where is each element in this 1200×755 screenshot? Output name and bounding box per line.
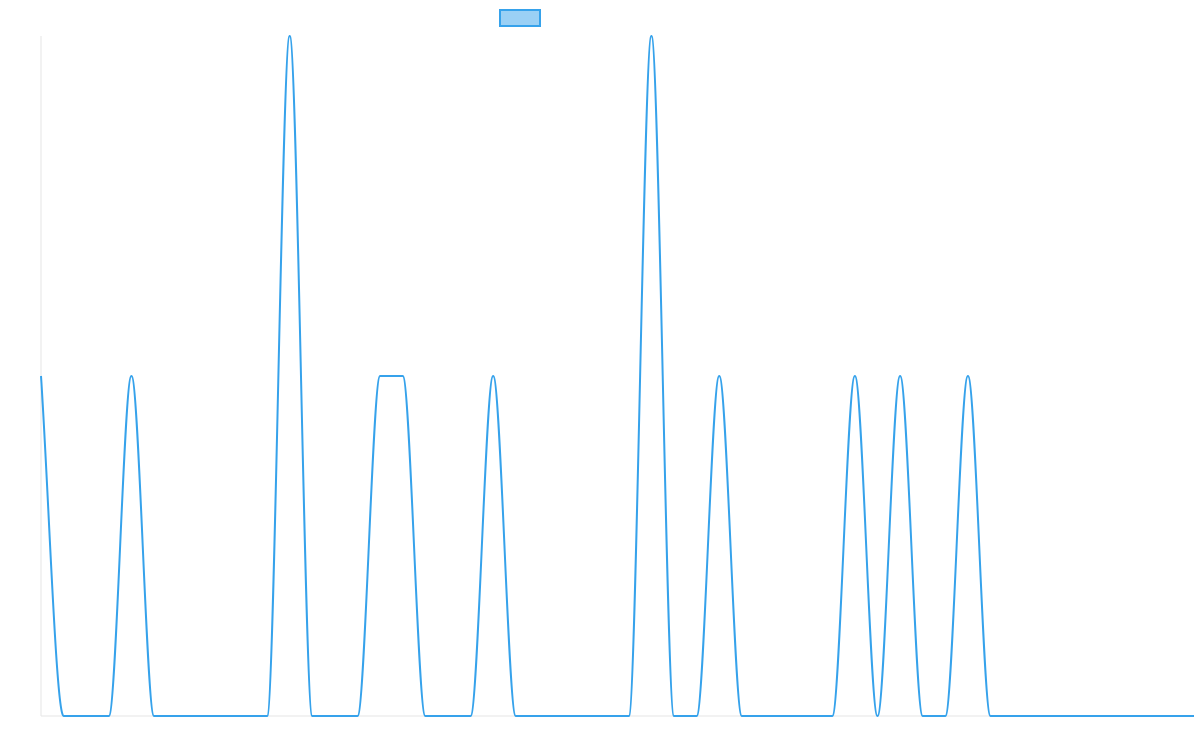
legend[interactable] xyxy=(499,9,541,27)
legend-swatch[interactable] xyxy=(499,9,541,27)
axes xyxy=(40,36,1194,717)
series-layer xyxy=(40,35,1194,717)
series-line-0 xyxy=(40,35,1194,717)
